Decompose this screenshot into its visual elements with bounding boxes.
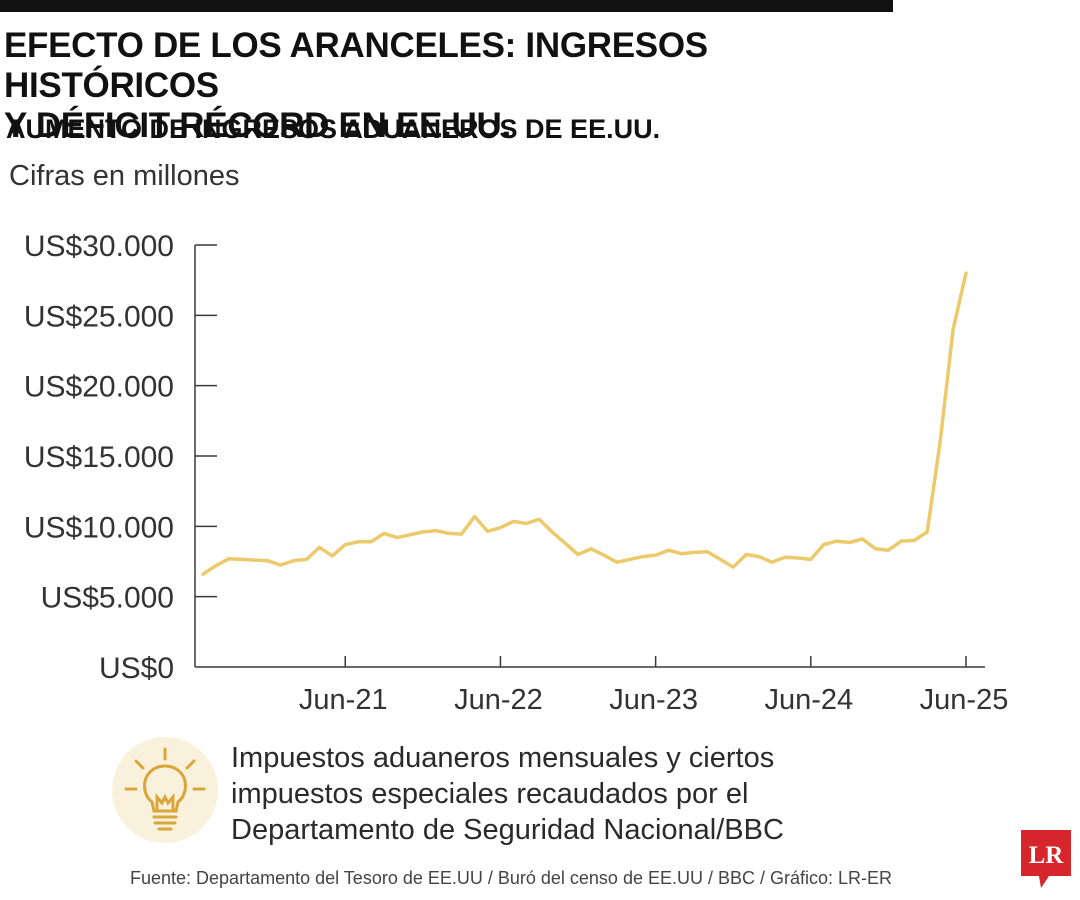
line-chart: US$0 US$5.000 US$10.000 US$15.000 US$20.000 U…	[24, 230, 1008, 716]
y-tick-label: US$0	[99, 652, 174, 685]
title-line-1: EFECTO DE LOS ARANCELES: INGRESOS HISTÓR…	[4, 26, 708, 105]
x-axis: Jun-21 Jun-22 Jun-23 Jun-24 Jun-25	[195, 656, 1008, 716]
source-credit: Fuente: Departamento del Tesoro de EE.UU…	[130, 868, 893, 888]
units-label: Cifras en millones	[9, 160, 240, 192]
lr-logo: LR	[1021, 830, 1071, 890]
series-line	[201, 271, 968, 576]
y-tick-label: US$25.000	[24, 300, 174, 333]
title-line-2: Y DÉFICIT RÉCORD EN EE.UU.	[4, 106, 511, 145]
series-layer	[201, 271, 968, 576]
chart-subtitle: AUMENTO DE INGRESOS ADUANEROS DE EE.UU.	[6, 114, 661, 144]
page-title: EFECTO DE LOS ARANCELES: INGRESOS HISTÓR…	[4, 26, 904, 146]
y-tick-label: US$30.000	[24, 230, 174, 263]
note-line-2: impuestos especiales recaudados por el	[231, 778, 749, 810]
y-tick-label: US$20.000	[24, 371, 174, 404]
note-line-1: Impuestos aduaneros mensuales y ciertos	[231, 742, 775, 774]
y-tick-label: US$10.000	[24, 511, 174, 544]
y-axis: US$0 US$5.000 US$10.000 US$15.000 US$20.000 U…	[24, 230, 217, 685]
y-tick-label: US$5.000	[41, 582, 174, 615]
logo-text: LR	[1029, 842, 1065, 869]
y-tick-label: US$15.000	[24, 441, 174, 474]
chart-note: Impuestos aduaneros mensuales y ciertos …	[231, 740, 871, 848]
x-tick-label: Jun-21	[299, 684, 388, 716]
x-tick-label: Jun-22	[454, 684, 543, 716]
x-tick-label: Jun-24	[764, 684, 853, 716]
note-line-3: Departamento de Seguridad Nacional/BBC	[231, 814, 784, 846]
x-tick-label: Jun-23	[609, 684, 698, 716]
top-rule	[0, 0, 893, 12]
x-tick-label: Jun-25	[920, 684, 1009, 716]
lightbulb-icon	[112, 737, 218, 843]
